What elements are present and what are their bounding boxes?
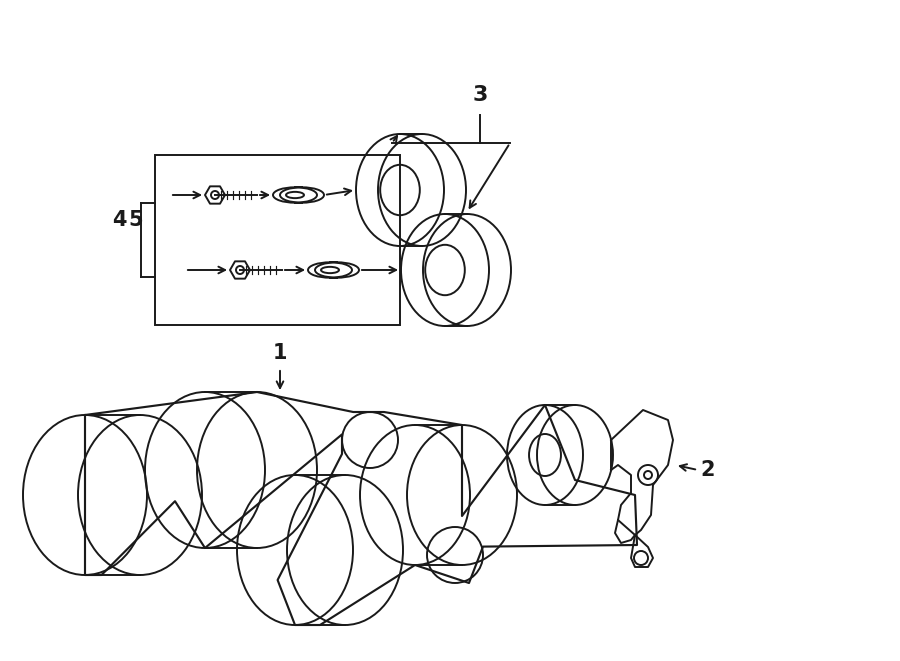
Bar [155, 155, 400, 325]
Text: 3: 3 [472, 85, 488, 105]
Text: 2: 2 [700, 460, 715, 480]
Text: 5: 5 [129, 210, 143, 229]
Text: 4: 4 [112, 210, 127, 229]
Text: 1: 1 [273, 343, 287, 363]
